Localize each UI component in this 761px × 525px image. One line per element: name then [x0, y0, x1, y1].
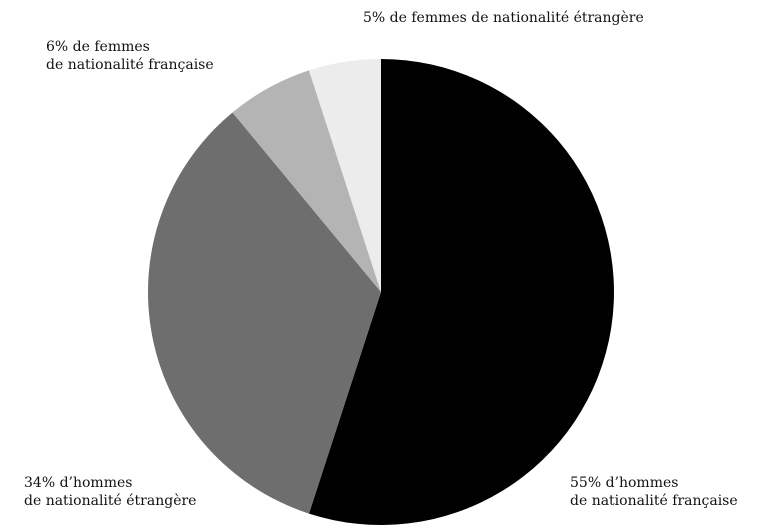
slice-label-line: 55% d’hommes — [570, 474, 738, 492]
slice-label-women-foreign: 5% de femmes de nationalité étrangère — [363, 9, 644, 27]
slice-label-line: de nationalité étrangère — [24, 492, 196, 510]
slice-label-women-french: 6% de femmes de nationalité française — [46, 38, 214, 74]
slice-label-line: de nationalité française — [570, 492, 738, 510]
slice-label-men-foreign: 34% d’hommes de nationalité étrangère — [24, 474, 196, 510]
slice-label-line: de nationalité française — [46, 56, 214, 74]
slice-label-men-french: 55% d’hommes de nationalité française — [570, 474, 738, 510]
slice-label-line: 5% de femmes de nationalité étrangère — [363, 9, 644, 27]
slice-label-line: 34% d’hommes — [24, 474, 196, 492]
slice-label-line: 6% de femmes — [46, 38, 214, 56]
pie-slices — [148, 59, 614, 525]
